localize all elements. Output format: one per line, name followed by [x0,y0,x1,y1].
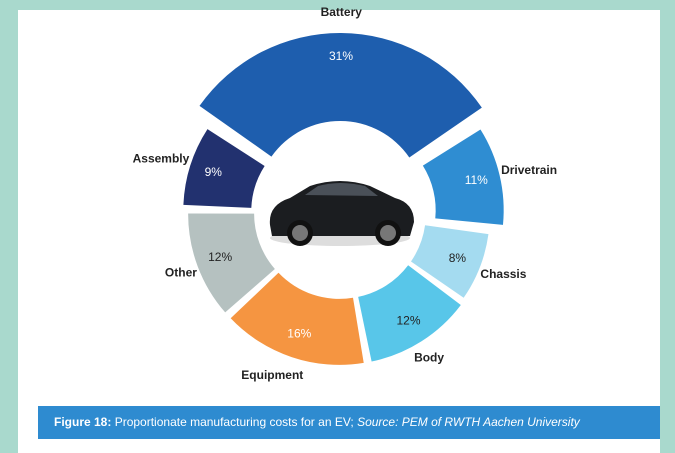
value-label: 12% [208,250,232,264]
chart: 31% Battery 11% Drivetrain 8% Chassis 12% Body 1… [133,5,558,382]
caption: Figure 18: Proportionate manufacturing c… [38,406,660,439]
caption-source: Source: PEM of RWTH Aachen University [357,415,580,429]
category-label: Equipment [241,368,303,382]
value-label: 11% [465,173,488,187]
category-label: Drivetrain [501,163,557,177]
value-label: 31% [329,49,353,63]
donut-segment [230,272,364,365]
donut-segment [199,33,482,158]
category-label: Other [165,266,197,280]
category-label: Battery [321,5,363,19]
car-image [260,133,420,293]
caption-text: Proportionate manufacturing costs for an… [114,415,354,429]
category-label: Assembly [133,152,190,166]
donut-segment [410,225,489,298]
category-label: Chassis [480,267,526,281]
value-label: 16% [287,327,311,341]
donut-segment [422,129,504,225]
donut-segment [358,265,461,362]
value-label: 8% [449,251,467,265]
donut-segment [183,129,265,208]
value-label: 12% [397,313,421,327]
category-label: Body [414,350,444,364]
value-label: 9% [205,165,223,179]
donut-segment [188,213,275,313]
caption-label: Figure 18: [54,415,112,429]
